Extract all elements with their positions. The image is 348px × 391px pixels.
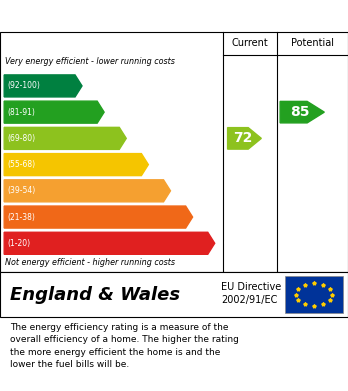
FancyArrow shape [4,154,148,176]
Text: EU Directive
2002/91/EC: EU Directive 2002/91/EC [221,282,281,305]
Text: (81-91): (81-91) [8,108,35,117]
Text: (21-38): (21-38) [8,213,35,222]
FancyArrow shape [4,206,192,228]
Text: (1-20): (1-20) [8,239,31,248]
Bar [285,276,343,314]
Text: D: D [157,158,168,171]
FancyArrow shape [4,101,104,123]
Text: England & Wales: England & Wales [10,285,181,303]
Text: F: F [201,211,210,224]
FancyArrow shape [4,127,126,149]
Text: Potential: Potential [291,38,334,48]
FancyArrow shape [4,180,171,202]
Text: C: C [135,132,144,145]
Text: Not energy efficient - higher running costs: Not energy efficient - higher running co… [5,258,175,267]
Text: Current: Current [232,38,268,48]
Text: 72: 72 [233,131,252,145]
Text: (55-68): (55-68) [8,160,36,169]
Text: (92-100): (92-100) [8,81,40,90]
FancyArrow shape [4,232,215,254]
FancyArrow shape [280,101,324,123]
FancyArrow shape [228,127,261,149]
Text: (69-80): (69-80) [8,134,36,143]
Text: Very energy efficient - lower running costs: Very energy efficient - lower running co… [5,57,175,66]
Text: G: G [223,237,234,250]
Text: B: B [112,106,122,118]
Text: E: E [179,184,188,197]
Text: (39-54): (39-54) [8,187,36,196]
FancyArrow shape [4,75,82,97]
Text: The energy efficiency rating is a measure of the
overall efficiency of a home. T: The energy efficiency rating is a measur… [10,323,239,369]
Text: 85: 85 [290,105,310,119]
Text: A: A [90,79,101,92]
Text: Energy Efficiency Rating: Energy Efficiency Rating [7,9,217,23]
